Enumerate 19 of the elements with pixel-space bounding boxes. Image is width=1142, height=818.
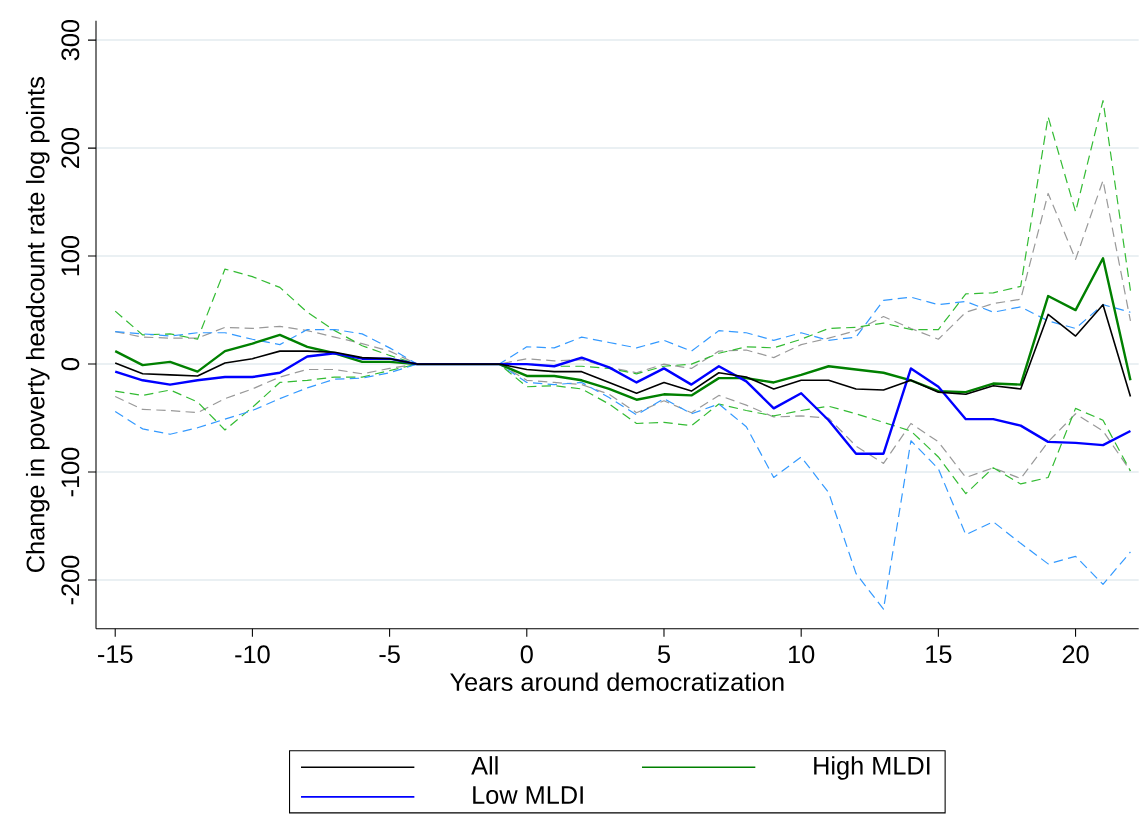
legend-label: All (471, 756, 498, 775)
y-tick-label: 100 (61, 235, 80, 276)
x-tick-label: 5 (657, 645, 670, 664)
y-tick-label: 200 (61, 127, 80, 168)
x-tick-label: 0 (520, 645, 533, 664)
x-tick-label: -10 (235, 645, 270, 664)
x-axis-title: Years around democratization (450, 672, 784, 692)
y-tick-label: -100 (61, 447, 80, 497)
legend-label: High MLDI (814, 756, 930, 780)
legend-label: Low MLDI (473, 786, 583, 804)
y-tick-label: -200 (61, 555, 80, 605)
x-tick-label: 10 (789, 645, 815, 664)
x-tick-label: -15 (98, 645, 133, 664)
x-tick-label: 15 (926, 645, 952, 664)
x-tick-label: 20 (1062, 645, 1089, 664)
y-tick-label: 0 (61, 358, 80, 371)
x-tick-label: -5 (379, 645, 400, 664)
y-axis-title: Change in poverty headcount rate log points (25, 77, 50, 572)
y-tick-label: 300 (61, 19, 80, 61)
